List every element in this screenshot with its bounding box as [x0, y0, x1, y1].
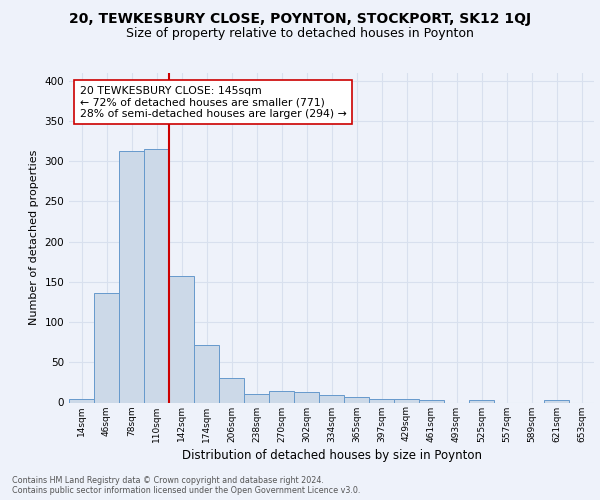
- Bar: [119, 152, 144, 402]
- Bar: [369, 400, 394, 402]
- Bar: [219, 378, 244, 402]
- Bar: [194, 346, 219, 403]
- Bar: [394, 400, 419, 402]
- Bar: [269, 391, 294, 402]
- Text: 20, TEWKESBURY CLOSE, POYNTON, STOCKPORT, SK12 1QJ: 20, TEWKESBURY CLOSE, POYNTON, STOCKPORT…: [69, 12, 531, 26]
- Bar: [69, 400, 94, 402]
- Bar: [169, 276, 194, 402]
- X-axis label: Distribution of detached houses by size in Poynton: Distribution of detached houses by size …: [182, 448, 482, 462]
- Text: Size of property relative to detached houses in Poynton: Size of property relative to detached ho…: [126, 28, 474, 40]
- Bar: [319, 396, 344, 402]
- Bar: [469, 400, 494, 402]
- Text: 20 TEWKESBURY CLOSE: 145sqm
← 72% of detached houses are smaller (771)
28% of se: 20 TEWKESBURY CLOSE: 145sqm ← 72% of det…: [79, 86, 346, 119]
- Bar: [294, 392, 319, 402]
- Bar: [419, 400, 444, 402]
- Y-axis label: Number of detached properties: Number of detached properties: [29, 150, 39, 325]
- Text: Contains HM Land Registry data © Crown copyright and database right 2024.
Contai: Contains HM Land Registry data © Crown c…: [12, 476, 361, 495]
- Bar: [244, 394, 269, 402]
- Bar: [544, 400, 569, 402]
- Bar: [144, 149, 169, 403]
- Bar: [344, 397, 369, 402]
- Bar: [94, 293, 119, 403]
